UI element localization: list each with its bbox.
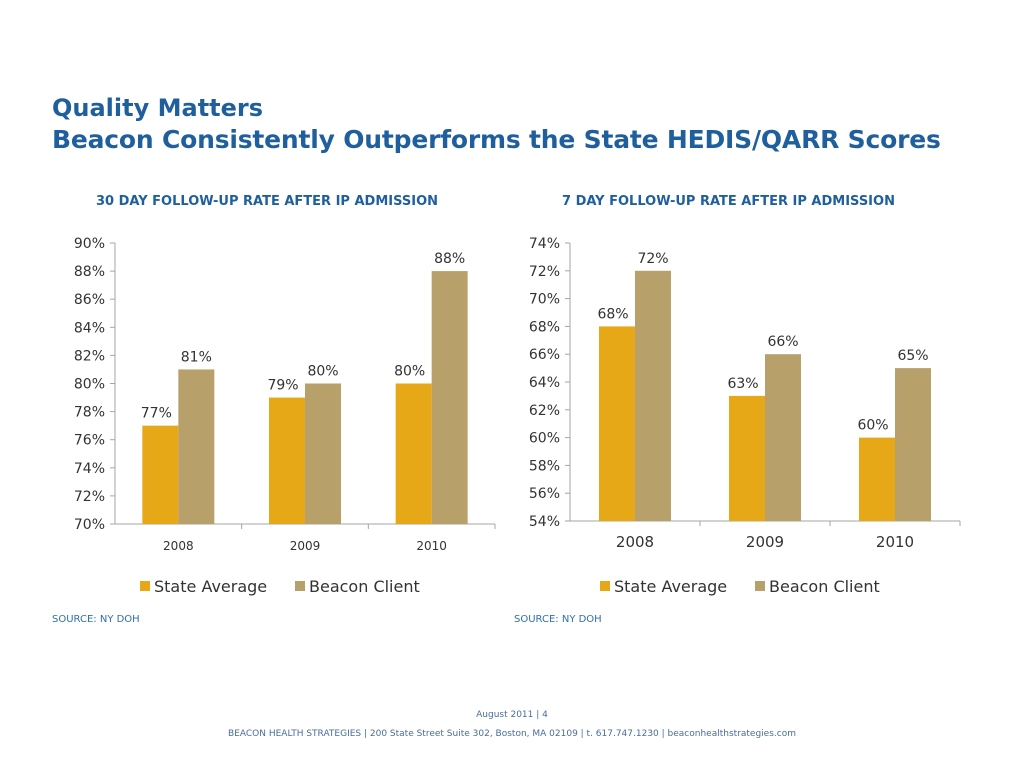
chart1-source: SOURCE: NY DOH (52, 614, 140, 625)
chart1-data-label: 77% (141, 406, 172, 422)
chart1-title: 30 DAY FOLLOW-UP RATE AFTER IP ADMISSION (96, 194, 438, 209)
chart2-bar-state-average-2010 (859, 437, 895, 521)
chart1-x-tick-label: 2010 (416, 539, 447, 553)
chart1-y-tick-label: 76% (74, 433, 105, 449)
chart2-y-tick-label: 64% (529, 375, 560, 391)
chart2-legend-label-state-average: State Average (614, 577, 727, 596)
chart1-bar-state-average-2008 (142, 425, 179, 524)
chart1-y-tick-label: 74% (74, 461, 105, 477)
chart2-bar-beacon-client-2008 (635, 270, 671, 521)
chart1-data-label: 80% (394, 364, 425, 380)
chart1-data-label: 80% (307, 364, 338, 380)
chart2-y-tick-label: 72% (529, 264, 560, 280)
footer-date: August 2011 | 4 (476, 710, 548, 720)
chart1-data-label: 79% (267, 378, 298, 394)
chart1-y-tick-label: 80% (74, 377, 105, 393)
chart2-y-tick-label: 58% (529, 458, 560, 474)
chart2-bar-beacon-client-2010 (895, 368, 931, 521)
chart1-y-tick-label: 70% (74, 517, 105, 533)
chart1-y-tick-label: 88% (74, 264, 105, 280)
chart1-y-tick-label: 78% (74, 405, 105, 421)
chart1-x-tick-label: 2008 (163, 539, 194, 553)
chart1-y-tick-label: 82% (74, 348, 105, 364)
chart2-title: 7 DAY FOLLOW-UP RATE AFTER IP ADMISSION (562, 194, 895, 209)
chart2-y-tick-label: 68% (529, 319, 560, 335)
chart1-bar-state-average-2010 (395, 383, 432, 524)
chart1-data-label: 81% (181, 349, 212, 365)
chart2-7-day-follow-up: 54% 56% 58% 60% 62% 64% 66% 68% 70% 72% 74% 68% 72% 2… (529, 236, 961, 596)
chart2-y-tick-label: 62% (529, 403, 560, 419)
chart2-y-tick-label: 60% (529, 431, 560, 447)
chart1-bar-beacon-client-2009 (305, 383, 341, 524)
chart2-x-tick-label: 2008 (616, 533, 654, 551)
chart1-legend-label-beacon-client: Beacon Client (309, 577, 420, 596)
chart1-legend-swatch-state-average (140, 581, 150, 591)
chart2-data-label: 68% (597, 306, 628, 322)
chart2-legend-swatch-beacon-client (755, 581, 765, 591)
chart2-bar-beacon-client-2009 (765, 354, 801, 521)
chart1-y-tick-label: 72% (74, 489, 105, 505)
chart1-y-tick-label: 84% (74, 320, 105, 336)
slide-title-line2: Beacon Consistently Outperforms the Stat… (52, 125, 941, 154)
chart1-bar-beacon-client-2010 (431, 271, 468, 524)
chart2-source: SOURCE: NY DOH (514, 614, 602, 625)
chart2-data-label: 72% (637, 251, 668, 267)
chart2-y-tick-label: 66% (529, 347, 560, 363)
chart2-x-tick-label: 2010 (876, 533, 914, 551)
chart1-30-day-follow-up: 70% 72% 74% 76% 78% 80% 82% 84% 86% 88% 90% 77% 81% 2… (74, 236, 496, 596)
chart1-legend-swatch-beacon-client (295, 581, 305, 591)
chart1-bar-beacon-client-2008 (178, 369, 215, 524)
chart2-x-tick-label: 2009 (746, 533, 784, 551)
chart1-x-tick-label: 2009 (290, 539, 321, 553)
slide-title-line1: Quality Matters (52, 94, 264, 122)
chart1-y-tick-label: 90% (74, 236, 105, 252)
chart1-bar-state-average-2009 (269, 397, 305, 524)
footer-address: BEACON HEALTH STRATEGIES | 200 State Str… (228, 729, 796, 739)
chart1-data-label: 88% (434, 251, 465, 267)
chart2-y-tick-label: 70% (529, 292, 560, 308)
chart1-legend-label-state-average: State Average (154, 577, 267, 596)
chart2-data-label: 60% (857, 418, 888, 434)
chart2-data-label: 63% (727, 376, 758, 392)
chart2-bar-state-average-2009 (729, 395, 765, 521)
chart2-bar-state-average-2008 (599, 326, 635, 521)
chart2-y-tick-label: 56% (529, 486, 560, 502)
chart2-data-label: 65% (897, 348, 928, 364)
chart1-y-tick-label: 86% (74, 292, 105, 308)
chart2-y-tick-label: 74% (529, 236, 560, 252)
chart2-y-tick-label: 54% (529, 514, 560, 530)
chart2-legend-label-beacon-client: Beacon Client (769, 577, 880, 596)
chart2-legend-swatch-state-average (600, 581, 610, 591)
chart2-data-label: 66% (767, 334, 798, 350)
slide-title: Quality Matters Beacon Consistently Outp… (52, 92, 941, 156)
